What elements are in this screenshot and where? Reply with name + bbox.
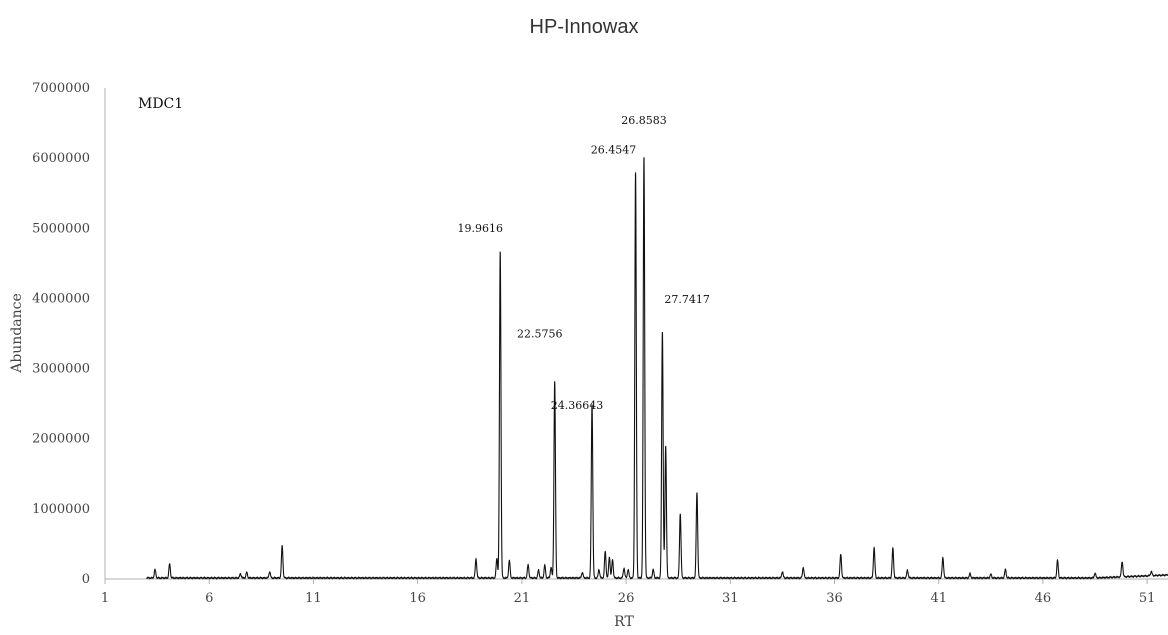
sample-label: MDC1 bbox=[138, 96, 183, 112]
x-tick-label: 51 bbox=[1139, 591, 1156, 606]
y-axis-ticks: 0 1000000 2000000 3000000 4000000 5000000 6000… bbox=[32, 81, 90, 587]
y-tick-label: 2000000 bbox=[32, 432, 90, 447]
y-tick-label: 1000000 bbox=[32, 502, 90, 517]
peak-annotations: 19.9616 22.5756 24.36643 26.4547 26.8583 27.7… bbox=[457, 114, 709, 412]
x-axis-label: RT bbox=[614, 614, 634, 630]
x-tick-label: 26 bbox=[618, 591, 635, 606]
x-tick-label: 16 bbox=[409, 591, 426, 606]
x-tick-label: 1 bbox=[101, 591, 109, 606]
peak-label: 26.4547 bbox=[591, 144, 637, 157]
series-line bbox=[146, 157, 1168, 580]
peak-label: 26.8583 bbox=[621, 114, 667, 127]
x-tick-label: 31 bbox=[722, 591, 739, 606]
x-tick-label: 6 bbox=[205, 591, 213, 606]
x-tick-label: 46 bbox=[1035, 591, 1052, 606]
y-tick-label: 3000000 bbox=[32, 362, 90, 377]
peak-label: 24.36643 bbox=[551, 399, 604, 412]
x-axis-ticks: 1 6 11 16 21 26 31 36 41 46 51 bbox=[101, 579, 1156, 606]
x-tick-label: 11 bbox=[305, 591, 322, 606]
x-tick-label: 41 bbox=[930, 591, 947, 606]
peak-label: 27.7417 bbox=[664, 293, 710, 306]
y-tick-label: 0 bbox=[82, 572, 90, 587]
chart-title: HP-Innowax bbox=[530, 16, 639, 38]
y-tick-label: 4000000 bbox=[32, 291, 90, 306]
y-axis-label: Abundance bbox=[9, 293, 25, 374]
y-tick-label: 7000000 bbox=[32, 81, 90, 96]
x-tick-label: 21 bbox=[514, 591, 531, 606]
y-tick-label: 6000000 bbox=[32, 151, 90, 166]
x-tick-label: 36 bbox=[826, 591, 843, 606]
peak-label: 19.9616 bbox=[457, 222, 503, 235]
y-tick-label: 5000000 bbox=[32, 221, 90, 236]
peak-label: 22.5756 bbox=[517, 328, 563, 341]
